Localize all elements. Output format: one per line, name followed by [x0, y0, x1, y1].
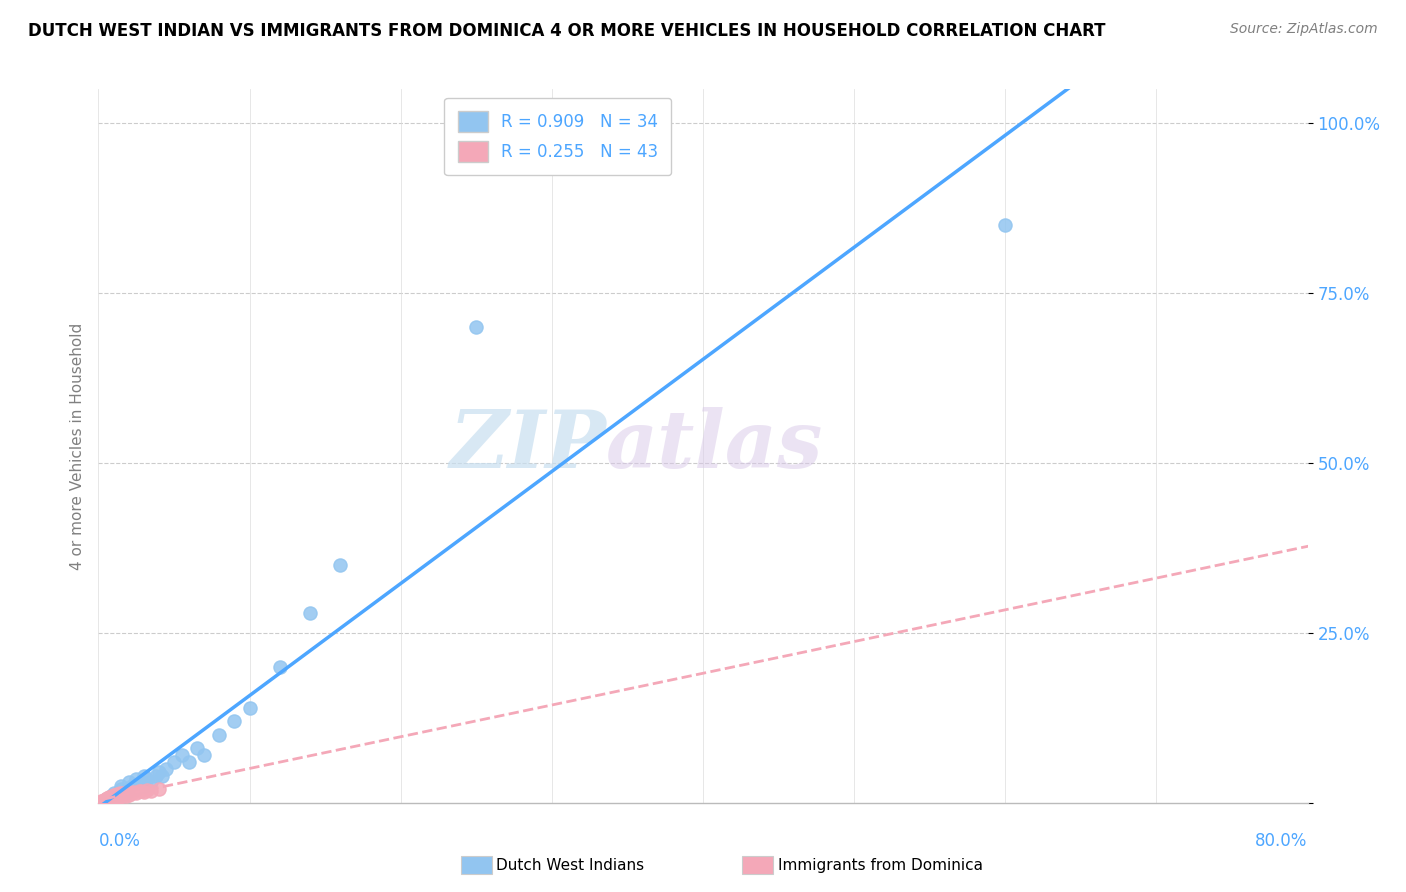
Point: [125, 782, 148, 797]
Point: [100, 789, 122, 803]
Point: [121, 779, 143, 793]
Point: [465, 320, 488, 334]
Point: [104, 789, 127, 804]
Text: Source: ZipAtlas.com: Source: ZipAtlas.com: [1230, 22, 1378, 37]
Point: [105, 790, 128, 805]
Point: [103, 788, 125, 802]
Point: [135, 772, 157, 786]
Point: [269, 660, 291, 674]
Point: [150, 769, 173, 783]
Point: [100, 791, 122, 805]
Point: [114, 786, 136, 800]
Point: [96, 791, 118, 805]
Point: [329, 558, 352, 572]
Text: 0.0%: 0.0%: [98, 831, 141, 849]
Point: [91, 794, 114, 808]
Point: [110, 787, 132, 801]
Point: [107, 789, 129, 803]
Point: [129, 775, 152, 789]
Point: [128, 784, 150, 798]
Text: atlas: atlas: [606, 408, 824, 484]
Point: [103, 791, 125, 805]
Point: [104, 789, 127, 803]
Legend: R = 0.909   N = 34, R = 0.255   N = 43: R = 0.909 N = 34, R = 0.255 N = 43: [444, 97, 672, 176]
Point: [93, 793, 115, 807]
Point: [103, 790, 125, 805]
Point: [108, 786, 131, 800]
Point: [186, 741, 208, 756]
Point: [122, 785, 145, 799]
Point: [155, 762, 177, 776]
Point: [239, 700, 262, 714]
Point: [141, 783, 163, 797]
Point: [103, 786, 125, 800]
Point: [96, 792, 118, 806]
Point: [121, 786, 143, 800]
Text: Immigrants from Dominica: Immigrants from Dominica: [778, 858, 983, 872]
Point: [94, 793, 117, 807]
Point: [100, 789, 122, 804]
Point: [299, 606, 322, 620]
Point: [141, 775, 163, 789]
Point: [145, 769, 167, 783]
Point: [994, 218, 1017, 232]
Point: [112, 788, 135, 802]
Point: [118, 775, 141, 789]
Point: [101, 789, 124, 803]
Text: Dutch West Indians: Dutch West Indians: [496, 858, 644, 872]
Point: [132, 769, 155, 783]
Point: [108, 789, 131, 804]
Point: [110, 789, 132, 803]
Point: [98, 792, 121, 806]
Point: [114, 789, 136, 803]
Text: 80.0%: 80.0%: [1256, 831, 1308, 849]
Point: [135, 783, 157, 797]
Point: [105, 787, 128, 801]
Point: [193, 748, 215, 763]
Point: [148, 782, 170, 797]
Point: [107, 788, 129, 802]
Point: [129, 783, 152, 797]
Point: [105, 790, 128, 805]
Point: [111, 786, 134, 800]
Point: [111, 789, 134, 803]
Point: [148, 765, 170, 780]
Point: [114, 786, 136, 800]
Text: ZIP: ZIP: [450, 408, 606, 484]
Point: [90, 794, 112, 808]
Point: [110, 779, 132, 793]
Point: [224, 714, 246, 729]
Point: [98, 790, 121, 805]
Point: [132, 785, 155, 799]
Point: [125, 786, 148, 800]
Point: [118, 788, 141, 802]
Point: [179, 755, 201, 769]
Point: [118, 783, 141, 797]
Point: [94, 791, 117, 805]
Y-axis label: 4 or more Vehicles in Household: 4 or more Vehicles in Household: [69, 322, 84, 570]
Point: [120, 786, 142, 800]
Text: DUTCH WEST INDIAN VS IMMIGRANTS FROM DOMINICA 4 OR MORE VEHICLES IN HOUSEHOLD CO: DUTCH WEST INDIAN VS IMMIGRANTS FROM DOM…: [28, 22, 1105, 40]
Point: [208, 728, 231, 742]
Point: [125, 772, 148, 786]
Point: [115, 787, 138, 801]
Point: [170, 748, 193, 763]
Point: [101, 791, 124, 805]
Point: [94, 792, 117, 806]
Point: [163, 755, 186, 769]
Point: [132, 779, 155, 793]
Point: [110, 782, 132, 797]
